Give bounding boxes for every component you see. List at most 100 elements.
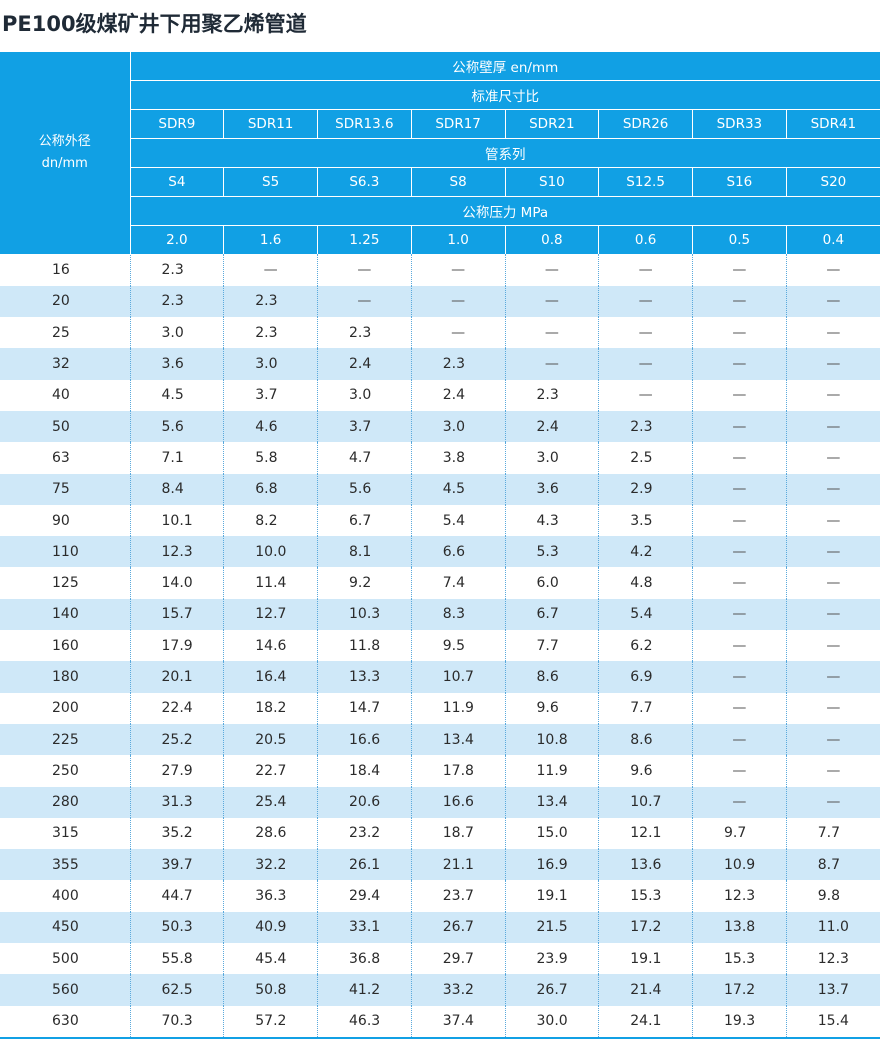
wall-thickness-cell: 20.6 [317, 786, 412, 818]
wall-thickness-cell: 2.3 [411, 348, 506, 380]
wall-thickness-cell: 4.8 [598, 567, 693, 599]
outer-diameter-cell: 630 [0, 1005, 131, 1039]
wall-thickness-cell: 12.3 [130, 536, 225, 568]
table-row: 32 3.6 3.0 2.4 2.3— — — — [0, 348, 880, 380]
wall-thickness-cell: 15.3 [692, 943, 787, 975]
wall-thickness-cell: 28.6 [223, 817, 318, 850]
wall-thickness-cell: 27.9 [130, 755, 225, 787]
wall-thickness-cell: 8.2 [223, 504, 318, 537]
wall-thickness-cell: 13.4 [505, 786, 600, 818]
wall-thickness-cell: 13.4 [411, 723, 506, 756]
wall-thickness-cell: 22.7 [223, 755, 318, 787]
wall-thickness-cell: 2.3 [598, 410, 693, 443]
wall-thickness-cell: 3.5 [598, 504, 693, 537]
outer-diameter-cell: 225 [0, 723, 131, 756]
wall-thickness-cell: 17.9 [130, 630, 225, 662]
empty-thickness-cell: — [598, 254, 693, 286]
empty-thickness-cell: — [826, 261, 841, 278]
empty-thickness-cell: — [826, 387, 841, 404]
sdr-cell: SDR17 [411, 109, 506, 139]
wall-thickness-cell: 14.0 [130, 567, 225, 599]
wall-thickness-cell: 3.6 [505, 473, 600, 505]
wall-thickness-cell: 37.4 [411, 1005, 506, 1039]
wall-thickness-cell: 6.0 [505, 567, 600, 599]
outer-diameter-unit: dn/mm [41, 155, 88, 171]
empty-thickness-cell: — [505, 317, 600, 349]
wall-thickness-cell: 17.2 [598, 911, 693, 944]
empty-thickness-cell: — [692, 504, 787, 537]
sdr-values-row: SDR9 SDR11 SDR13.6 SDR17 SDR21 SDR26 SDR33 SDR4… [0, 109, 880, 139]
empty-thickness-cell: — [692, 379, 787, 411]
wall-thickness-cell: 10.1 [130, 504, 225, 537]
wall-thickness-cell: 2.4 [317, 348, 412, 380]
empty-thickness-cell: — [826, 575, 841, 592]
table-row: 50 5.6 4.6 3.7 3.0 2.4 2.3— — [0, 410, 880, 443]
series-cell: S10 [505, 167, 600, 197]
wall-thickness-cell: 11.8 [317, 630, 412, 662]
wall-thickness-cell: 9.5 [411, 630, 506, 662]
wall-thickness-cell: 4.7 [317, 442, 412, 474]
wall-thickness-cell: 5.4 [411, 504, 506, 537]
wall-thickness-cell: 7.7 [817, 825, 841, 842]
wall-thickness-cell: 2.4 [411, 379, 506, 411]
series-header: 管系列 [130, 138, 880, 168]
wall-thickness-cell: 3.0 [411, 410, 506, 443]
empty-thickness-cell: — [786, 536, 880, 568]
table-row: 110 12.3 10.0 8.1 6.6 5.3 4.2— — [0, 536, 880, 568]
wall-thickness-cell: 18.4 [317, 755, 412, 787]
table-row: 16 2.3— — — — — — — [0, 254, 880, 286]
table-row: 140 15.7 12.7 10.3 8.3 6.7 5.4— — [0, 598, 880, 631]
empty-thickness-cell: — [692, 473, 787, 505]
table-body: 16 2.3— — — — — — —20 2.3 2.3— — — — — —25 3.0 2.3 2.3— — —… [0, 254, 880, 1039]
sdr-cell: SDR11 [223, 109, 318, 139]
wall-thickness-cell: 21.1 [411, 849, 506, 881]
outer-diameter-cell: 50 [0, 410, 131, 443]
table-row: 20 2.3 2.3— — — — — — [0, 285, 880, 318]
wall-thickness-cell: 40.9 [223, 911, 318, 944]
outer-diameter-header: 公称外径 dn/mm [0, 52, 131, 255]
pressure-cell: 0.4 [786, 225, 880, 254]
wall-thickness-cell: 21.4 [598, 974, 693, 1006]
wall-thickness-cell: 7.4 [411, 567, 506, 599]
wall-thickness-cell: 7.1 [130, 442, 225, 474]
wall-thickness-cell: 18.2 [223, 692, 318, 724]
empty-thickness-cell: — [826, 762, 841, 779]
outer-diameter-cell: 280 [0, 786, 131, 818]
wall-thickness-cell: 6.7 [317, 504, 412, 537]
outer-diameter-cell: 200 [0, 692, 131, 724]
wall-thickness-cell: 8.1 [317, 536, 412, 568]
sdr-cell: SDR33 [692, 109, 787, 139]
table-row: 200 22.4 18.2 14.7 11.9 9.6 7.7— — [0, 692, 880, 724]
empty-thickness-cell: — [786, 348, 880, 380]
empty-thickness-cell: — [692, 567, 787, 599]
series-cell: S12.5 [598, 167, 693, 197]
outer-diameter-cell: 90 [0, 504, 131, 537]
outer-diameter-cell: 25 [0, 317, 131, 349]
wall-thickness-cell: 36.8 [317, 943, 412, 975]
wall-thickness-cell: 32.2 [223, 849, 318, 881]
wall-thickness-cell: 10.3 [317, 598, 412, 631]
wall-thickness-cell: 19.3 [692, 1005, 787, 1039]
wall-thickness-cell: 6.8 [223, 473, 318, 505]
wall-thickness-cell: 7.7 [598, 692, 693, 724]
wall-thickness-cell: 50.3 [130, 911, 225, 944]
wall-thickness-cell: 10.8 [505, 723, 600, 756]
table-row: 450 50.3 40.9 33.1 26.7 21.5 17.2 13.8 11.0 [0, 911, 880, 944]
wall-thickness-cell: 16.4 [223, 661, 318, 693]
outer-diameter-cell: 16 [0, 254, 131, 286]
wall-thickness-cell: 15.7 [130, 598, 225, 631]
outer-diameter-cell: 180 [0, 661, 131, 693]
empty-thickness-cell: — [692, 755, 787, 787]
wall-thickness-cell: 5.6 [130, 410, 225, 443]
wall-thickness-cell: 12.3 [692, 880, 787, 912]
wall-thickness-cell: 15.4 [786, 1005, 880, 1039]
outer-diameter-cell: 40 [0, 379, 131, 411]
pressure-header: 公称压力 MPa [130, 196, 880, 226]
wall-thickness-cell: 3.0 [317, 379, 412, 411]
wall-thickness-cell: 17.2 [692, 974, 787, 1006]
wall-thickness-cell: 9.6 [598, 755, 693, 787]
empty-thickness-cell: — [692, 661, 787, 693]
sdr-cell: SDR13.6 [317, 109, 412, 139]
wall-thickness-cell: 4.5 [130, 379, 225, 411]
wall-thickness-cell: 10.7 [598, 786, 693, 818]
